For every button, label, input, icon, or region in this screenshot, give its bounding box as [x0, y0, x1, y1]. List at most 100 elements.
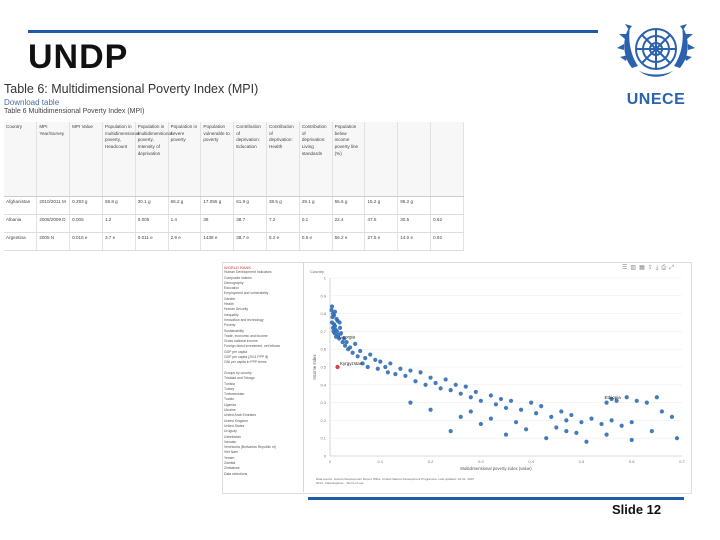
table-header-cell: Population below income poverty line (%) — [332, 122, 366, 197]
sidebar-item[interactable]: Uzbekistan — [224, 434, 241, 439]
table-header-cell: Country — [4, 122, 38, 197]
sidebar-item[interactable]: Human Development Indicators — [224, 270, 272, 275]
y-tick-label: 0.1 — [320, 436, 326, 441]
sidebar-item[interactable]: Health — [224, 302, 234, 307]
data-point — [508, 398, 514, 403]
sidebar-item[interactable]: Sustainability — [224, 328, 244, 333]
sidebar-item[interactable]: Ukraine — [224, 408, 236, 413]
sidebar-item[interactable]: Foreign direct investment, net inflows — [224, 344, 280, 349]
table-cell: 1.4 — [168, 214, 202, 233]
table-title: Table 6: Multidimensional Poverty Index … — [4, 82, 259, 96]
scatter-chart: Country 0 0.1 0.2 0.3 0.4 0.5 0.6 0.7 0.8 0.9 1 0 0.1… — [310, 269, 686, 471]
table-cell: 1438 e — [200, 232, 235, 251]
sidebar-item[interactable]: Groups by country — [224, 370, 252, 375]
bar-icon[interactable]: ▥ — [630, 265, 640, 271]
data-point — [649, 428, 654, 434]
y-tick-label: 0.5 — [320, 365, 326, 370]
data-point — [564, 428, 569, 434]
sidebar-item[interactable]: United Kingdom — [224, 418, 249, 423]
table-cell: 0.005 — [135, 214, 169, 233]
data-point — [513, 420, 519, 425]
x-tick-label: 0.6 — [629, 459, 635, 464]
sidebar-item[interactable]: Zimbabwe — [224, 466, 240, 471]
x-tick-label: 0 — [329, 459, 332, 464]
data-point — [448, 388, 453, 393]
sidebar-item[interactable]: Human Security — [224, 307, 249, 312]
slide-number: Slide 12 — [612, 502, 662, 517]
data-point — [604, 432, 609, 437]
expand-icon[interactable]: ⤢ — [669, 265, 678, 271]
table-cell: 55.6 g — [332, 196, 366, 215]
data-point — [373, 357, 378, 362]
sidebar-item[interactable]: GDP per capita (2011 PPP $) — [224, 355, 269, 360]
download-table-link[interactable]: Download table — [4, 98, 60, 107]
sidebar-item[interactable]: Vanuatu — [224, 439, 237, 444]
sidebar-item[interactable]: Demography — [224, 280, 244, 285]
data-point — [340, 339, 345, 345]
sidebar-item[interactable]: Gender — [224, 296, 236, 301]
data-point — [564, 418, 569, 423]
table-cell: 38.5 g — [266, 196, 300, 215]
sidebar-item[interactable]: Gross national income — [224, 339, 258, 344]
table-cell: 22.4 — [332, 214, 366, 233]
data-point — [473, 389, 478, 395]
data-point — [644, 400, 649, 405]
data-point — [674, 436, 680, 441]
sidebar-item[interactable]: Zambia — [224, 460, 236, 465]
sidebar-item[interactable]: Trade, economic and income — [224, 333, 268, 338]
sidebar-item[interactable]: Uruguay — [224, 429, 237, 434]
download-icon[interactable]: ⤓ — [655, 265, 662, 271]
share-icon[interactable]: ⇪ — [647, 265, 656, 271]
title-rule — [28, 30, 598, 33]
x-tick-label: 0.1 — [378, 459, 384, 464]
sidebar-item[interactable]: Data selections — [224, 471, 248, 476]
sidebar-item[interactable]: Inequality — [224, 312, 239, 317]
x-axis-label: Multidimensional poverty index (value) — [460, 466, 532, 471]
sidebar-item[interactable]: Education — [224, 286, 240, 291]
data-point — [488, 416, 494, 421]
data-point — [518, 407, 524, 412]
sidebar-header: WORLD RANK — [224, 265, 252, 270]
x-tick-label: 0.7 — [679, 459, 685, 464]
sidebar-item[interactable]: Tuvalu — [224, 397, 235, 402]
sidebar-item[interactable]: Employment and vulnerability — [224, 291, 269, 296]
data-point — [334, 329, 340, 334]
sidebar-item[interactable]: GNI per capita in PPP terms — [224, 360, 267, 365]
list-icon[interactable]: ☰ — [622, 265, 631, 271]
table-cell: 30.1 g — [135, 196, 169, 215]
sidebar-item[interactable]: GDP per capita — [224, 349, 248, 354]
table-cell: 2008/2009 D — [36, 214, 71, 233]
sidebar-item[interactable]: Uganda — [224, 402, 236, 407]
sidebar-item[interactable]: Innovation and technology — [224, 317, 264, 322]
data-point — [629, 420, 634, 425]
sidebar-item[interactable]: Venezuela (Bolivarian Republic of) — [224, 445, 276, 450]
sidebar-item[interactable]: Viet Nam — [224, 450, 238, 455]
table-header-cell — [397, 122, 432, 197]
data-point — [443, 377, 448, 382]
sidebar-item[interactable]: Composite indices — [224, 275, 252, 280]
sidebar-item[interactable]: Trinidad and Tobago — [224, 376, 255, 381]
data-point — [549, 414, 554, 419]
sidebar-item[interactable]: Poverty — [224, 323, 236, 328]
data-point — [385, 370, 390, 375]
table-header-cell: MPI Value — [69, 122, 103, 197]
data-point — [360, 361, 365, 366]
sidebar-item[interactable]: United Arab Emirates — [224, 413, 257, 418]
table-header-cell: Population in multidimensional poverty, … — [135, 122, 172, 197]
data-point — [337, 325, 343, 330]
sidebar-item[interactable]: Turkey — [224, 386, 235, 391]
data-point — [423, 382, 428, 387]
table-cell: 7.2 — [266, 214, 300, 233]
table-cell: 30.5 — [397, 214, 432, 233]
sidebar-item[interactable]: Turkmenistan — [224, 392, 245, 397]
sidebar-item[interactable]: Yemen — [224, 455, 235, 460]
sidebar-item[interactable]: United States — [224, 423, 245, 428]
data-point — [574, 430, 579, 435]
footer-terms: 2014 - Data Explorer - Terms of use — [316, 481, 364, 485]
table-cell: 58.8 g — [102, 196, 136, 215]
grid-icon[interactable]: ▦ — [639, 265, 648, 271]
sidebar-item[interactable]: Tunisia — [224, 381, 235, 386]
data-point — [378, 359, 383, 364]
data-point — [448, 428, 453, 434]
print-icon[interactable]: ⎙ — [661, 265, 670, 271]
